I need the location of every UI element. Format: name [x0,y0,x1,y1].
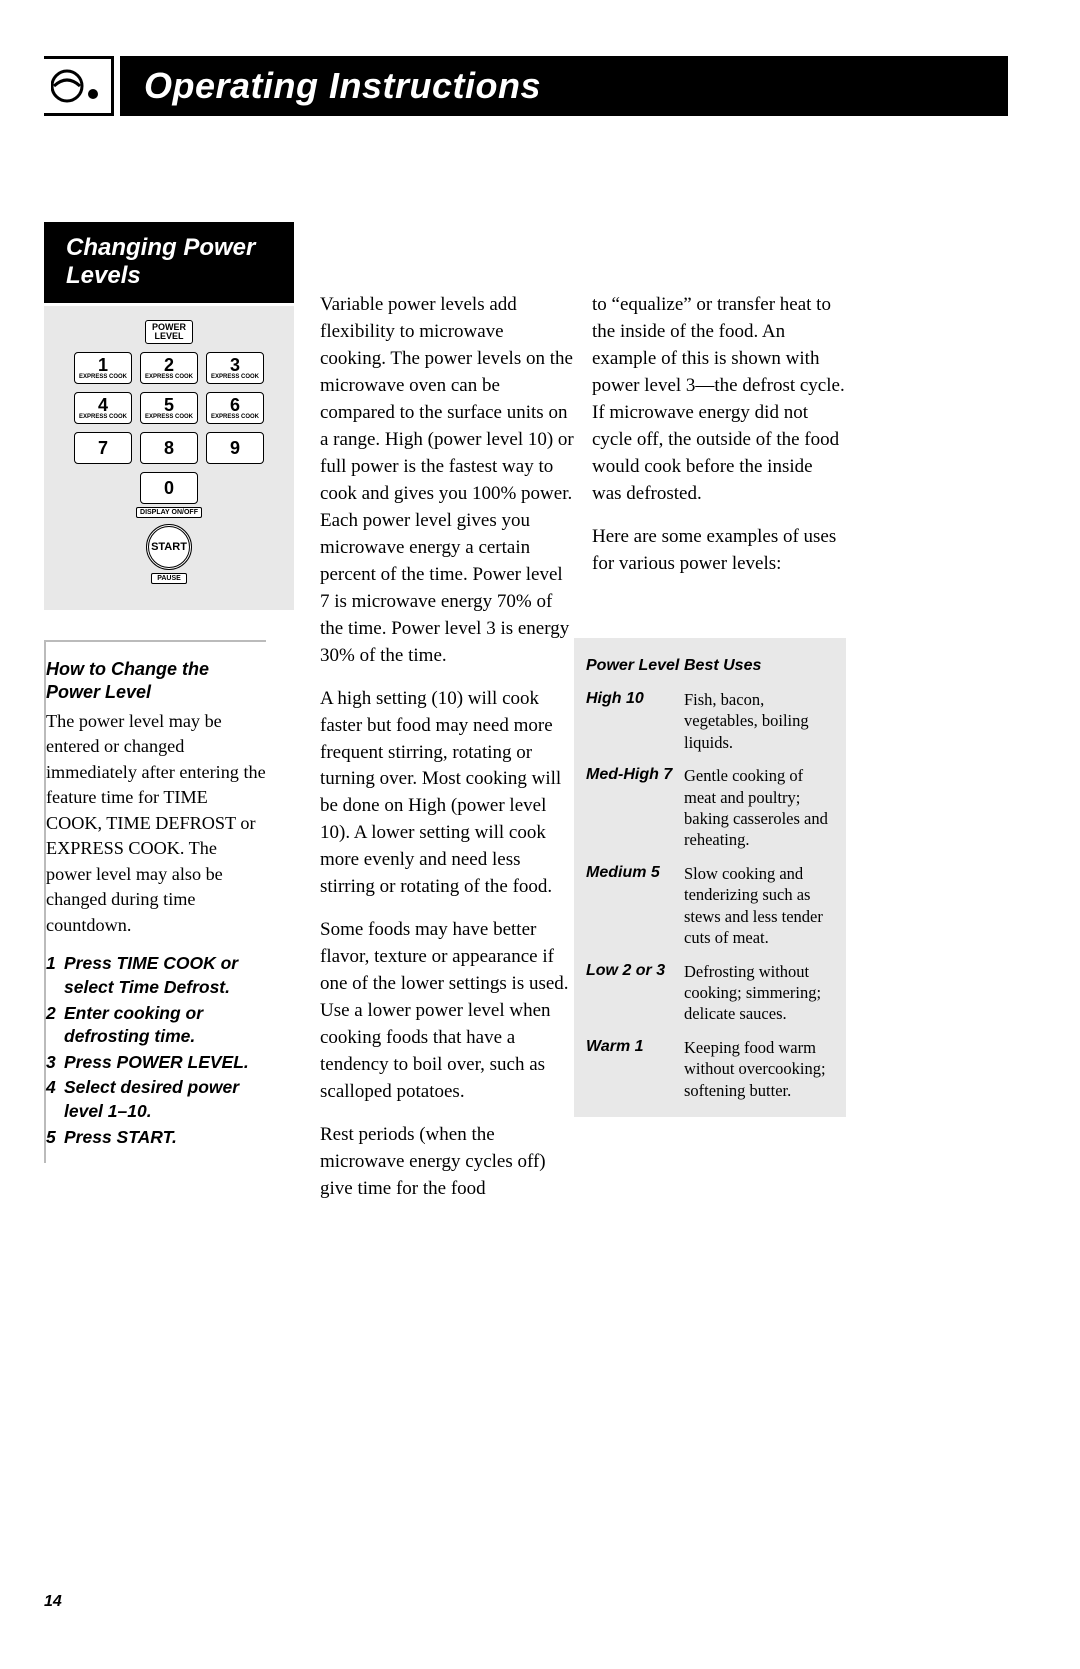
step-4: 4Select desired power level 1–10. [46,1076,266,1123]
keypad-grid: 1EXPRESS COOK 2EXPRESS COOK 3EXPRESS COO… [74,352,264,464]
key-9: 9 [206,432,264,464]
key-0: 0 [140,472,198,504]
side-icon [44,56,114,116]
key-3: 3EXPRESS COOK [206,352,264,384]
key-1: 1EXPRESS COOK [74,352,132,384]
step-2: 2Enter cooking or defrosting time. [46,1002,266,1049]
section-heading: Changing Power Levels [44,222,294,303]
mid-p1: Variable power levels add flexibility to… [320,292,574,670]
howto-title: How to Change the Power Level [46,658,266,703]
table-row: Low 2 or 3 Defrosting without cooking; s… [586,961,836,1025]
howto-steps: 1Press TIME COOK or select Time Defrost.… [46,952,266,1149]
header-bar: Operating Instructions [120,56,1008,116]
right-p2: Here are some examples of uses for vario… [592,524,846,578]
key-5: 5EXPRESS COOK [140,392,198,424]
key-7: 7 [74,432,132,464]
body-column-mid: Variable power levels add flexibility to… [320,292,574,1203]
page-title: Operating Instructions [144,65,541,107]
table-row: Medium 5 Slow cooking and tenderizing su… [586,863,836,949]
step-5: 5Press START. [46,1126,266,1150]
start-button: START [146,524,192,570]
display-onoff-button: DISPLAY ON/OFF [136,507,202,518]
pause-button: PAUSE [151,573,187,584]
right-p1: to “equalize” or transfer heat to the in… [592,292,846,508]
key-6: 6EXPRESS COOK [206,392,264,424]
mid-p3: Some foods may have better flavor, textu… [320,917,574,1106]
table-row: Med-High 7 Gentle cooking of meat and po… [586,765,836,851]
howto-panel: How to Change the Power Level The power … [44,640,266,1163]
table-header: Power Level Best Uses [586,656,836,677]
plate-icon [51,66,105,106]
key-4: 4EXPRESS COOK [74,392,132,424]
step-3: 3Press POWER LEVEL. [46,1051,266,1075]
power-level-button: POWER LEVEL [145,320,193,344]
key-2: 2EXPRESS COOK [140,352,198,384]
mid-p4: Rest periods (when the microwave energy … [320,1122,574,1203]
body-column-right: to “equalize” or transfer heat to the in… [592,292,846,594]
keypad-diagram: POWER LEVEL 1EXPRESS COOK 2EXPRESS COOK … [44,306,294,610]
power-level-table: Power Level Best Uses High 10 Fish, baco… [574,638,846,1117]
table-row: Warm 1 Keeping food warm without overcoo… [586,1037,836,1101]
table-row: High 10 Fish, bacon, vegetables, boiling… [586,689,836,753]
mid-p2: A high setting (10) will cook faster but… [320,686,574,902]
key-8: 8 [140,432,198,464]
howto-body: The power level may be entered or change… [46,709,266,938]
step-1: 1Press TIME COOK or select Time Defrost. [46,952,266,999]
page-number: 14 [44,1593,62,1611]
section-title: Changing Power Levels [66,234,272,289]
